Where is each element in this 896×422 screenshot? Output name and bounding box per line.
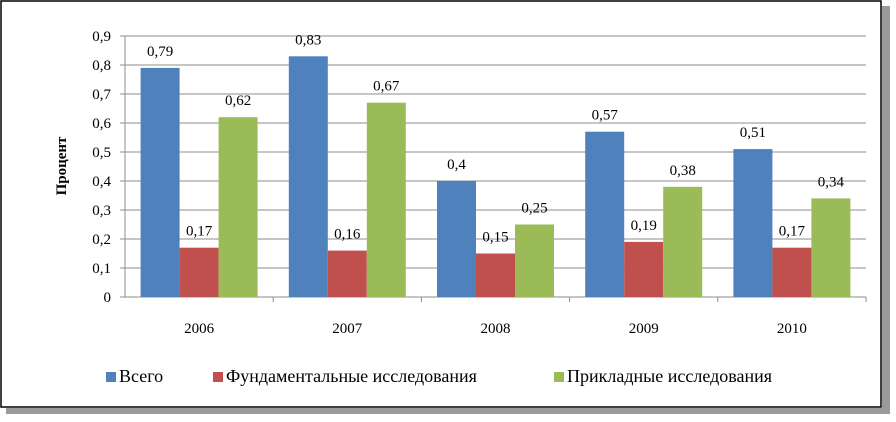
bar [179, 247, 219, 297]
data-label: 0,38 [670, 163, 696, 179]
legend-label: Всего [119, 366, 163, 386]
data-label: 0,51 [740, 125, 766, 141]
data-label: 0,83 [295, 32, 321, 48]
chart-shadow-right [882, 6, 890, 412]
bar [288, 56, 328, 297]
y-tick-label: 0 [104, 290, 112, 306]
data-label: 0,67 [373, 79, 400, 95]
legend-swatch [554, 372, 564, 382]
data-label: 0,79 [147, 44, 173, 60]
data-label: 0,17 [186, 224, 213, 240]
bar [624, 241, 664, 297]
data-label: 0,4 [447, 157, 466, 173]
data-label: 0,17 [779, 224, 806, 240]
bar [585, 131, 625, 297]
y-tick-label: 0,1 [92, 261, 111, 277]
bar [140, 67, 180, 298]
x-category-label: 2006 [184, 321, 215, 337]
y-tick-label: 0,3 [92, 203, 111, 219]
legend: Всего Фундаментальные исследования Приклад… [106, 366, 772, 386]
legend-label: Прикладные исследования [567, 366, 772, 386]
bar [663, 186, 703, 297]
bar [327, 250, 367, 297]
bar [476, 253, 515, 297]
bar [811, 198, 851, 297]
y-tick-label: 0,5 [92, 145, 111, 161]
bar [733, 149, 773, 297]
x-category-label: 2009 [629, 321, 659, 337]
data-label: 0,57 [592, 108, 619, 124]
y-tick-label: 0,6 [92, 116, 111, 132]
bar [515, 224, 554, 297]
data-labels: 0,79 0,17 0,62 0,83 0,16 0,67 0,4 0,15 0,25 0,57 0… [147, 32, 845, 245]
legend-swatch [213, 372, 223, 382]
legend-swatch [106, 372, 116, 382]
bar [218, 117, 258, 297]
x-category-label: 2008 [481, 321, 511, 337]
legend-label: Фундаментальные исследования [226, 366, 477, 386]
bar [366, 102, 406, 297]
bar [772, 247, 812, 297]
y-tick-label: 0,7 [92, 87, 111, 103]
x-category-label: 2010 [777, 321, 807, 337]
y-axis-title: Процент [54, 136, 70, 195]
data-label: 0,19 [631, 218, 657, 234]
y-tick-label: 0,2 [92, 232, 111, 248]
chart-shadow-bottom [6, 408, 890, 414]
bars [140, 56, 851, 298]
data-label: 0,34 [818, 174, 845, 190]
data-label: 0,25 [521, 201, 547, 217]
y-tick-label: 0,8 [92, 58, 111, 74]
x-category-label: 2007 [332, 321, 363, 337]
data-label: 0,16 [334, 227, 361, 243]
y-tick-label: 0,9 [92, 29, 111, 45]
bar [437, 181, 476, 297]
axes: 0 0,1 0,2 0,3 0,4 0,5 0,6 0,7 0,8 0,9 2006 2007 2008… [92, 29, 867, 337]
data-label: 0,62 [225, 93, 251, 109]
data-label: 0,15 [482, 230, 508, 246]
y-tick-label: 0,4 [92, 174, 111, 190]
